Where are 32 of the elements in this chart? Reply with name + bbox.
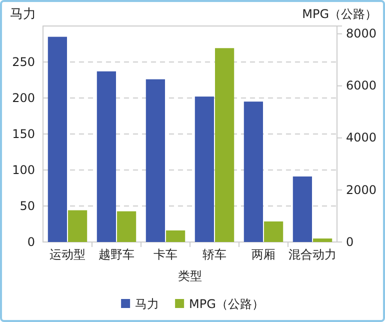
y-tick-label: 150	[12, 126, 35, 141]
legend-label: MPG（公路）	[189, 297, 264, 311]
y2-tick-label: 0	[346, 234, 354, 249]
y2-tick-label: 4000	[346, 130, 377, 145]
x-tick-label: 轿车	[202, 248, 226, 262]
x-tick-label: 越野车	[98, 248, 134, 262]
x-axis-title: 类型	[178, 269, 202, 283]
bar	[117, 211, 136, 242]
y2-tick-label: 6000	[346, 78, 377, 93]
x-tick-label: 混合动力	[288, 248, 336, 262]
y2-axis-title: MPG（公路）	[302, 7, 377, 21]
y2-tick-label: 8000	[346, 26, 377, 41]
x-tick-label: 卡车	[154, 248, 178, 262]
bar	[48, 36, 67, 242]
y2-tick-label: 2000	[346, 182, 377, 197]
x-tick-label: 两厢	[252, 248, 276, 262]
x-tick-label: 运动型	[50, 248, 86, 262]
bar	[166, 230, 186, 242]
bar	[146, 79, 165, 242]
y-tick-label: 100	[12, 162, 35, 177]
y-tick-label: 50	[20, 198, 35, 213]
y-tick-label: 250	[12, 54, 35, 69]
bar	[244, 102, 263, 242]
bar	[96, 71, 116, 242]
legend-label: 马力	[135, 297, 160, 311]
bar	[292, 176, 312, 242]
y-axis-title: 马力	[10, 7, 36, 22]
bar	[313, 238, 332, 242]
y-tick-label: 200	[12, 90, 35, 105]
y-tick-label: 0	[27, 234, 35, 249]
bar	[68, 210, 88, 242]
bar	[264, 221, 284, 242]
